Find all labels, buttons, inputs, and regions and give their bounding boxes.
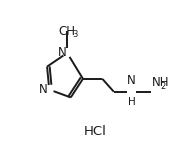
Text: 2: 2 [160,82,165,91]
Text: N: N [58,46,66,59]
Text: N: N [127,74,136,87]
Text: N: N [39,83,48,96]
Text: NH: NH [152,76,169,89]
Text: H: H [128,97,136,107]
Text: CH: CH [59,25,76,38]
Text: 3: 3 [72,30,78,39]
Text: HCl: HCl [84,125,107,138]
